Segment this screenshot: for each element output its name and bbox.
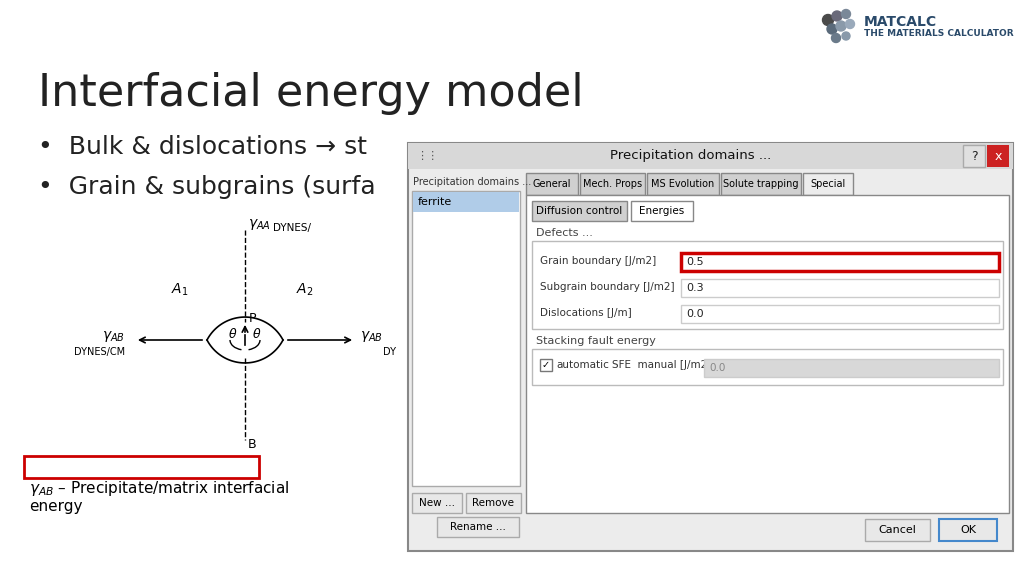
FancyBboxPatch shape bbox=[631, 201, 693, 221]
Text: $\theta$: $\theta$ bbox=[228, 327, 238, 341]
FancyBboxPatch shape bbox=[963, 145, 985, 167]
Circle shape bbox=[831, 11, 842, 21]
FancyBboxPatch shape bbox=[437, 517, 519, 537]
Text: ?: ? bbox=[971, 150, 977, 162]
FancyBboxPatch shape bbox=[532, 349, 1002, 385]
FancyBboxPatch shape bbox=[408, 143, 1013, 169]
Text: Special: Special bbox=[810, 179, 846, 189]
Text: •  Grain & subgrains (surfa: • Grain & subgrains (surfa bbox=[38, 175, 376, 199]
Text: New ...: New ... bbox=[419, 498, 455, 508]
Text: 0.3: 0.3 bbox=[686, 283, 703, 293]
FancyBboxPatch shape bbox=[408, 143, 1013, 551]
Text: ⋮⋮: ⋮⋮ bbox=[416, 151, 438, 161]
Text: DY: DY bbox=[383, 347, 396, 357]
Text: automatic: automatic bbox=[556, 360, 609, 370]
Text: OK: OK bbox=[961, 525, 976, 535]
Text: Interfacial energy model: Interfacial energy model bbox=[38, 72, 584, 115]
Text: Grain boundary [J/m2]: Grain boundary [J/m2] bbox=[540, 256, 656, 266]
Text: DYNES/CM: DYNES/CM bbox=[74, 347, 125, 357]
Text: $A_1$: $A_1$ bbox=[171, 282, 188, 298]
FancyBboxPatch shape bbox=[939, 519, 997, 541]
FancyBboxPatch shape bbox=[24, 456, 259, 478]
Text: Energies: Energies bbox=[639, 206, 685, 216]
FancyBboxPatch shape bbox=[987, 145, 1009, 167]
FancyBboxPatch shape bbox=[803, 173, 853, 195]
Text: $\theta$: $\theta$ bbox=[252, 327, 262, 341]
Text: $\gamma_{AA}$: $\gamma_{AA}$ bbox=[248, 218, 271, 233]
Circle shape bbox=[822, 14, 834, 25]
FancyBboxPatch shape bbox=[681, 279, 999, 297]
Text: MS Evolution: MS Evolution bbox=[651, 179, 715, 189]
Text: energy: energy bbox=[29, 499, 83, 514]
Circle shape bbox=[831, 33, 841, 43]
Text: ferrite: ferrite bbox=[418, 197, 453, 207]
Text: Diffusion control: Diffusion control bbox=[537, 206, 623, 216]
Text: $A_2$: $A_2$ bbox=[296, 282, 313, 298]
Text: THE MATERIALS CALCULATOR: THE MATERIALS CALCULATOR bbox=[864, 29, 1014, 39]
Text: Cancel: Cancel bbox=[878, 525, 915, 535]
Text: P: P bbox=[249, 312, 256, 324]
FancyBboxPatch shape bbox=[412, 493, 462, 513]
FancyBboxPatch shape bbox=[532, 201, 627, 221]
Text: 0.0: 0.0 bbox=[709, 363, 725, 373]
Text: Solute trapping: Solute trapping bbox=[723, 179, 799, 189]
Circle shape bbox=[836, 21, 846, 31]
Text: Subgrain boundary [J/m2]: Subgrain boundary [J/m2] bbox=[540, 282, 675, 292]
Text: Remove: Remove bbox=[472, 498, 514, 508]
FancyBboxPatch shape bbox=[466, 493, 521, 513]
Text: $\gamma_{AB}$ – Precipitate/matrix interfacial: $\gamma_{AB}$ – Precipitate/matrix inter… bbox=[29, 479, 289, 498]
FancyBboxPatch shape bbox=[412, 191, 520, 486]
Text: Precipitation domains ...: Precipitation domains ... bbox=[610, 150, 771, 162]
Text: SFE  manual [J/m2]: SFE manual [J/m2] bbox=[612, 360, 712, 370]
Text: Rename ...: Rename ... bbox=[451, 522, 506, 532]
Text: Precipitation domains ...: Precipitation domains ... bbox=[413, 177, 531, 187]
FancyBboxPatch shape bbox=[532, 241, 1002, 329]
Text: x: x bbox=[994, 150, 1001, 162]
FancyBboxPatch shape bbox=[580, 173, 645, 195]
Circle shape bbox=[846, 20, 854, 28]
Text: •  Bulk & dislocations → st: • Bulk & dislocations → st bbox=[38, 135, 367, 159]
Text: DYNES/: DYNES/ bbox=[273, 223, 311, 233]
Text: Mech. Props: Mech. Props bbox=[583, 179, 642, 189]
FancyBboxPatch shape bbox=[681, 253, 999, 271]
Text: 0.5: 0.5 bbox=[686, 257, 703, 267]
Text: $\gamma_{AB}$: $\gamma_{AB}$ bbox=[360, 328, 383, 343]
Text: $\gamma_{AB}$: $\gamma_{AB}$ bbox=[102, 328, 125, 343]
FancyBboxPatch shape bbox=[540, 359, 552, 371]
Text: Stacking fault energy: Stacking fault energy bbox=[536, 336, 656, 346]
FancyBboxPatch shape bbox=[647, 173, 719, 195]
Circle shape bbox=[842, 32, 850, 40]
Text: 0.0: 0.0 bbox=[686, 309, 703, 319]
FancyBboxPatch shape bbox=[526, 195, 1009, 513]
FancyBboxPatch shape bbox=[721, 173, 801, 195]
Text: $\gamma_{AA}$ – Grain boundary energy: $\gamma_{AA}$ – Grain boundary energy bbox=[29, 457, 249, 476]
Text: General: General bbox=[532, 179, 571, 189]
FancyBboxPatch shape bbox=[705, 359, 999, 377]
FancyBboxPatch shape bbox=[413, 192, 519, 212]
FancyBboxPatch shape bbox=[865, 519, 930, 541]
Text: ✓: ✓ bbox=[542, 360, 550, 370]
Text: MATCALC: MATCALC bbox=[864, 15, 937, 29]
Text: B: B bbox=[248, 438, 257, 452]
FancyBboxPatch shape bbox=[681, 305, 999, 323]
Circle shape bbox=[827, 24, 837, 34]
Circle shape bbox=[842, 9, 851, 18]
FancyBboxPatch shape bbox=[526, 173, 578, 195]
Text: Dislocations [J/m]: Dislocations [J/m] bbox=[540, 308, 632, 318]
Text: Defects ...: Defects ... bbox=[536, 228, 593, 238]
